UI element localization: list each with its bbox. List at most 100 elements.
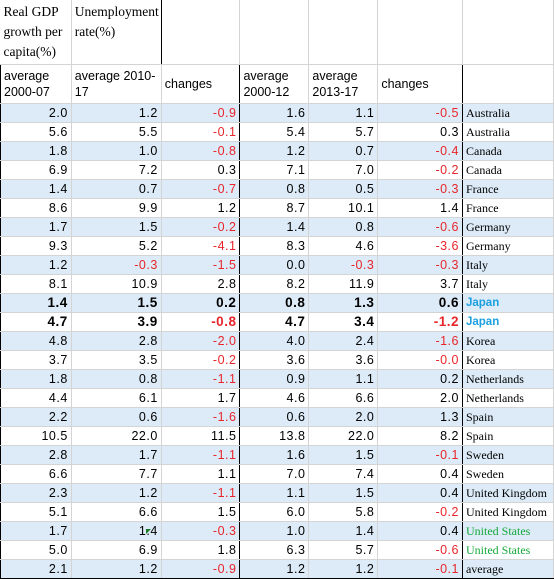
table-row: 8.6 9.9 1.2 8.7 10.1 1.4 France [0, 198, 554, 218]
value-cell: 3.7 [0, 350, 72, 370]
value-cell: 4.6 [308, 236, 379, 256]
country-label: Canada [462, 160, 554, 180]
value-cell: -1.1 [161, 369, 241, 389]
country-label: Sweden [462, 464, 554, 484]
value-cell: 6.6 [308, 388, 379, 408]
table-row: 4.7 3.9 -0.8 4.7 3.4 -1.2 Japan [0, 312, 554, 332]
value-cell: 5.2 [71, 236, 162, 256]
value-cell: 0.7 [71, 179, 162, 199]
value-cell: 5.7 [308, 540, 379, 560]
value-cell: 1.2 [239, 141, 310, 161]
value-cell: 6.0 [239, 502, 310, 522]
table-row: 3.7 3.5 -0.2 3.6 3.6 -0.0 Korea [0, 350, 554, 370]
value-cell: -1.1 [161, 445, 241, 465]
value-cell: 2.3 [0, 483, 72, 503]
value-cell: 0.4 [377, 483, 463, 503]
value-cell: -0.3 [377, 179, 463, 199]
value-cell: 1.2 [308, 559, 379, 579]
value-cell: 3.5 [71, 350, 162, 370]
column-header: average 2013-17 [308, 64, 379, 104]
value-cell: 0.4 [377, 521, 463, 541]
value-cell: 0.3 [377, 122, 463, 142]
cell-comment-marker [146, 529, 151, 534]
value-cell: 0.6 [71, 407, 162, 427]
column-header: average 2000-07 [0, 64, 72, 104]
value-cell: 2.8 [71, 331, 162, 351]
country-label: Sweden [462, 445, 554, 465]
value-cell: 11.9 [308, 274, 379, 294]
table-row: 5.1 6.6 1.5 6.0 5.8 -0.2 United Kingdom [0, 502, 554, 522]
value-cell: 1.2 [0, 255, 72, 275]
value-cell: 5.4 [239, 122, 310, 142]
value-cell: 10.9 [71, 274, 162, 294]
value-cell: 1.3 [308, 293, 379, 313]
value-cell: 6.1 [71, 388, 162, 408]
value-cell: 2.2 [0, 407, 72, 427]
value-cell: 4.0 [239, 331, 310, 351]
value-cell: 7.4 [308, 464, 379, 484]
value-cell: 1.1 [308, 103, 379, 123]
column-header: changes [377, 64, 463, 104]
value-cell: 1.1 [161, 464, 241, 484]
table-row: 4.8 2.8 -2.0 4.0 2.4 -1.6 Korea [0, 331, 554, 351]
value-cell: 3.9 [71, 312, 162, 332]
value-cell: 1.7 [0, 217, 72, 237]
country-label: Japan [462, 293, 554, 313]
value-cell: 3.7 [377, 274, 463, 294]
value-cell: 5.5 [71, 122, 162, 142]
value-cell: 6.9 [0, 160, 72, 180]
table-row: 5.0 6.9 1.8 6.3 5.7 -0.6 United States [0, 540, 554, 560]
country-label: Australia [462, 122, 554, 142]
value-cell: 5.0 [0, 540, 72, 560]
value-cell: 8.3 [239, 236, 310, 256]
value-cell: 1.4 [0, 293, 72, 313]
country-label: Korea [462, 331, 554, 351]
table-row: 1.8 0.8 -1.1 0.9 1.1 0.2 Netherlands [0, 369, 554, 389]
value-cell: -0.3 [161, 521, 241, 541]
value-cell: -1.2 [377, 312, 463, 332]
value-cell: 6.6 [71, 502, 162, 522]
table-row: 10.5 22.0 11.5 13.8 22.0 8.2 Spain [0, 426, 554, 446]
country-label: United States [462, 540, 554, 560]
value-cell: 5.6 [0, 122, 72, 142]
value-cell: 1.7 [0, 521, 72, 541]
table-row: 1.7 1.4 -0.3 1.0 1.4 0.4 United States [0, 521, 554, 541]
table-row: 1.7 1.5 -0.2 1.4 0.8 -0.6 Germany [0, 217, 554, 237]
value-cell: 2.0 [377, 388, 463, 408]
gdp-title: Real GDP growth per capita(%) [0, 0, 72, 65]
value-cell: 1.1 [308, 369, 379, 389]
value-cell: 1.4 [0, 179, 72, 199]
value-cell: 1.5 [71, 293, 162, 313]
table-row: 1.4 1.5 0.2 0.8 1.3 0.6 Japan [0, 293, 554, 313]
value-cell: 9.3 [0, 236, 72, 256]
value-cell: 2.8 [0, 445, 72, 465]
value-cell: -0.3 [308, 255, 379, 275]
value-cell: 0.8 [71, 369, 162, 389]
value-cell: -0.8 [161, 312, 241, 332]
value-cell: -4.1 [161, 236, 241, 256]
value-cell: -0.1 [377, 445, 463, 465]
value-cell: 1.0 [239, 521, 310, 541]
table-row: 4.4 6.1 1.7 4.6 6.6 2.0 Netherlands [0, 388, 554, 408]
value-cell: 0.6 [377, 293, 463, 313]
value-cell: 7.1 [239, 160, 310, 180]
country-label: France [462, 198, 554, 218]
value-cell: 8.1 [0, 274, 72, 294]
value-cell: -1.6 [377, 331, 463, 351]
value-cell: 1.5 [71, 217, 162, 237]
value-cell: 1.4 [308, 521, 379, 541]
value-cell: 4.7 [0, 312, 72, 332]
value-cell: 1.4 [71, 521, 162, 541]
value-cell: -0.2 [377, 160, 463, 180]
value-cell: -0.4 [377, 141, 463, 161]
value-cell: -0.1 [377, 559, 463, 579]
value-cell: 4.7 [239, 312, 310, 332]
value-cell: 0.9 [239, 369, 310, 389]
value-cell: 4.4 [0, 388, 72, 408]
table-row: 1.4 0.7 -0.7 0.8 0.5 -0.3 France [0, 179, 554, 199]
value-cell: 1.0 [71, 141, 162, 161]
value-cell: 2.0 [308, 407, 379, 427]
value-cell: 1.6 [239, 445, 310, 465]
table-row: 1.8 1.0 -0.8 1.2 0.7 -0.4 Canada [0, 141, 554, 161]
value-cell: 1.2 [239, 559, 310, 579]
